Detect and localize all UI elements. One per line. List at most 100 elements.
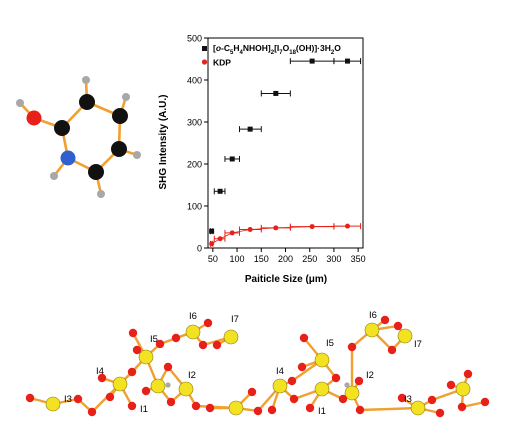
oxygen-atom [198, 340, 208, 350]
iodine-label: I6 [369, 310, 377, 321]
oxygen-atom [427, 395, 437, 405]
hydrogen-atom [50, 172, 58, 180]
nitrogen-atom [60, 150, 76, 166]
hydrogen-atom [97, 190, 105, 198]
data-point [309, 58, 315, 64]
iodine-atom [364, 322, 380, 338]
x-tick-label: 200 [278, 254, 293, 264]
data-point [273, 225, 279, 231]
carbon-atom [88, 164, 104, 180]
iodine-label: I3 [404, 394, 412, 405]
iodine-atom [344, 385, 360, 401]
shg-chart: 0 100 200 300 400 500 50 100 150 200 250 300 350 SH… [158, 34, 366, 286]
oxygen-atom [205, 403, 215, 413]
iodine-atom [410, 400, 426, 416]
data-point [217, 188, 223, 194]
x-tick-label: 250 [302, 254, 317, 264]
iodine-label: I5 [326, 338, 334, 349]
oxygen-atom [155, 339, 165, 349]
iodine-label: I2 [366, 370, 374, 381]
oxygen-atom [354, 376, 364, 386]
iodine-label: I4 [276, 366, 284, 377]
legend: [o-C5H4NHOH]2[I7O18(OH)]·3H2O KDP [201, 43, 341, 68]
y-axis: 0 100 200 300 400 500 [187, 34, 208, 254]
x-axis: 50 100 150 200 250 300 350 [208, 248, 366, 264]
y-tick-label: 200 [187, 160, 202, 170]
iodine-label: I1 [140, 404, 148, 415]
x-tick-label: 150 [254, 254, 269, 264]
y-axis-label: SHG Intensity (A.U.) [158, 94, 169, 189]
data-point [345, 223, 350, 229]
data-point [345, 58, 350, 64]
oxygen-atom [297, 362, 307, 372]
iodine-atom [455, 381, 471, 397]
oxygen-atom [97, 373, 107, 383]
structure-bond [359, 406, 419, 412]
oxygen-atom [105, 392, 115, 402]
x-tick-label: 100 [230, 254, 245, 264]
iodine-atom [223, 329, 239, 345]
iodine-atom [314, 352, 330, 368]
oxygen-atom [73, 394, 83, 404]
hydrogen-atom [165, 382, 171, 388]
oxygen-atom [287, 376, 297, 386]
oxygen-atom [347, 342, 357, 352]
oxygen-atom [127, 367, 137, 377]
oxygen-atom [253, 406, 263, 416]
oxygen-atom [163, 362, 173, 372]
y-tick-label: 500 [187, 34, 202, 44]
hydrogen-atom [344, 382, 350, 388]
data-point [229, 230, 235, 236]
iodine-atom [314, 381, 330, 397]
data-point [217, 236, 223, 242]
iodine-atom [228, 400, 244, 416]
hydrogen-atom [122, 93, 130, 101]
oxygen-atom [191, 401, 201, 411]
oxygen-atom [393, 321, 403, 331]
data-point [229, 156, 235, 162]
data-point [309, 224, 315, 230]
legend-label-series-2: KDP [213, 58, 231, 68]
oxygen-atom [289, 394, 299, 404]
iodine-atom [138, 349, 154, 365]
iodine-atom [185, 324, 201, 340]
crystal-structure-diagram: I1 I2 I3 I4 I5 I6 I7 I1 I2 I3 I4 I5 I6 I7 [25, 310, 490, 418]
iodine-atom [272, 378, 288, 394]
oxygen-atom [299, 333, 309, 343]
oxygen-atom [247, 387, 257, 397]
x-axis-label: Paiticle Size (μm) [245, 274, 327, 285]
iodine-label: I1 [318, 406, 326, 417]
oxygen-atom [166, 397, 176, 407]
oxygen-atom [141, 386, 151, 396]
oxygen-atom [397, 393, 407, 403]
oxygen-atom [203, 318, 213, 328]
iodine-atom [178, 381, 194, 397]
oxygen-atom [87, 407, 97, 417]
data-point [247, 227, 253, 233]
oxygen-atom [355, 405, 365, 415]
oxygen-atom [480, 397, 490, 407]
oxygen-atom [267, 405, 277, 415]
y-tick-label: 100 [187, 202, 202, 212]
data-point [273, 90, 279, 96]
oxygen-atom [171, 333, 181, 343]
oxygen-atom [463, 369, 473, 379]
oxygen-atom [338, 394, 348, 404]
oxygen-atom [25, 393, 35, 403]
oxygen-atom [331, 373, 341, 383]
oxygen-atom [457, 402, 467, 412]
iodine-atom [45, 396, 61, 412]
oxygen-atom [435, 408, 445, 418]
iodine-label: I7 [414, 339, 422, 350]
data-point [209, 241, 215, 247]
carbon-atom [112, 108, 128, 124]
series-layer [209, 58, 362, 247]
oxygen-atom [127, 401, 137, 411]
molecule-diagram [16, 76, 141, 198]
carbon-atom [79, 94, 95, 110]
structure-labels: I1 I2 I3 I4 I5 I6 I7 I1 I2 I3 I4 I5 I6 I7 [64, 310, 422, 417]
hydrogen-atom [16, 99, 24, 107]
oxygen-atom [446, 380, 456, 390]
iodine-atom [112, 376, 128, 392]
